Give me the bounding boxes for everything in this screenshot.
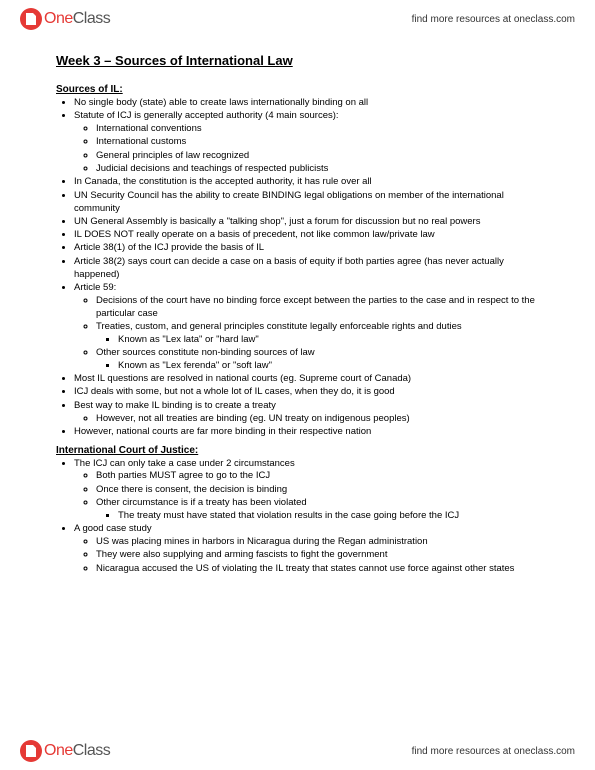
footer-logo-part2: Class — [73, 742, 111, 759]
logo: OneClass — [20, 8, 110, 30]
list-item: Nicaragua accused the US of violating th… — [96, 563, 547, 576]
list-item: US was placing mines in harbors in Nicar… — [96, 536, 547, 549]
header-tagline: find more resources at oneclass.com — [412, 14, 575, 25]
list-item: Treaties, custom, and general principles… — [96, 321, 547, 347]
list-item: In Canada, the constitution is the accep… — [74, 176, 547, 189]
list-item: International customs — [96, 136, 547, 149]
list-item: Known as "Lex ferenda" or "soft law" — [118, 360, 547, 373]
list-item: The treaty must have stated that violati… — [118, 510, 547, 523]
list: The ICJ can only take a case under 2 cir… — [56, 458, 547, 576]
list-item: Known as "Lex lata" or "hard law" — [118, 334, 547, 347]
logo-part1: One — [44, 10, 73, 27]
footer-logo-text: OneClass — [44, 742, 110, 760]
list-item: General principles of law recognized — [96, 150, 547, 163]
list-item: Other sources constitute non-binding sou… — [96, 347, 547, 373]
list-item: IL DOES NOT really operate on a basis of… — [74, 229, 547, 242]
logo-part2: Class — [73, 10, 111, 27]
list-item: However, not all treaties are binding (e… — [96, 413, 547, 426]
list: No single body (state) able to create la… — [56, 97, 547, 439]
list: Both parties MUST agree to go to the ICJ… — [74, 470, 547, 522]
section-heading: International Court of Justice: — [56, 445, 547, 456]
list: Decisions of the court have no binding f… — [74, 295, 547, 373]
list-item: ICJ deals with some, but not a whole lot… — [74, 386, 547, 399]
list: Known as "Lex ferenda" or "soft law" — [96, 360, 547, 373]
footer-tagline: find more resources at oneclass.com — [412, 746, 575, 757]
list-item: Statute of ICJ is generally accepted aut… — [74, 110, 547, 176]
footer-logo-icon — [20, 740, 42, 762]
sections-root: Sources of IL: No single body (state) abl… — [56, 84, 547, 575]
list: International conventionsInternational c… — [74, 123, 547, 176]
logo-text: OneClass — [44, 10, 110, 28]
list-item: Judicial decisions and teachings of resp… — [96, 163, 547, 176]
list-item: International conventions — [96, 123, 547, 136]
section-heading: Sources of IL: — [56, 84, 547, 95]
list-item: They were also supplying and arming fasc… — [96, 549, 547, 562]
list-item: Both parties MUST agree to go to the ICJ — [96, 470, 547, 483]
document-content: Week 3 – Sources of International Law So… — [0, 35, 595, 586]
list-item: Decisions of the court have no binding f… — [96, 295, 547, 321]
footer-bar: OneClass find more resources at oneclass… — [0, 736, 595, 770]
list: US was placing mines in harbors in Nicar… — [74, 536, 547, 575]
list: However, not all treaties are binding (e… — [74, 413, 547, 426]
footer-logo: OneClass — [20, 740, 110, 762]
list-item: Article 59:Decisions of the court have n… — [74, 282, 547, 373]
list-item: UN Security Council has the ability to c… — [74, 190, 547, 216]
list-item: Article 38(1) of the ICJ provide the bas… — [74, 242, 547, 255]
page-title: Week 3 – Sources of International Law — [56, 53, 547, 68]
list-item: Best way to make IL binding is to create… — [74, 400, 547, 426]
list: The treaty must have stated that violati… — [96, 510, 547, 523]
footer-logo-part1: One — [44, 742, 73, 759]
list-item: No single body (state) able to create la… — [74, 97, 547, 110]
list-item: The ICJ can only take a case under 2 cir… — [74, 458, 547, 523]
list-item: Article 38(2) says court can decide a ca… — [74, 256, 547, 282]
list-item: Once there is consent, the decision is b… — [96, 484, 547, 497]
list: Known as "Lex lata" or "hard law" — [96, 334, 547, 347]
list-item: However, national courts are far more bi… — [74, 426, 547, 439]
list-item: Other circumstance is if a treaty has be… — [96, 497, 547, 523]
list-item: UN General Assembly is basically a "talk… — [74, 216, 547, 229]
list-item: Most IL questions are resolved in nation… — [74, 373, 547, 386]
header-bar: OneClass find more resources at oneclass… — [0, 0, 595, 35]
logo-icon — [20, 8, 42, 30]
list-item: A good case studyUS was placing mines in… — [74, 523, 547, 575]
